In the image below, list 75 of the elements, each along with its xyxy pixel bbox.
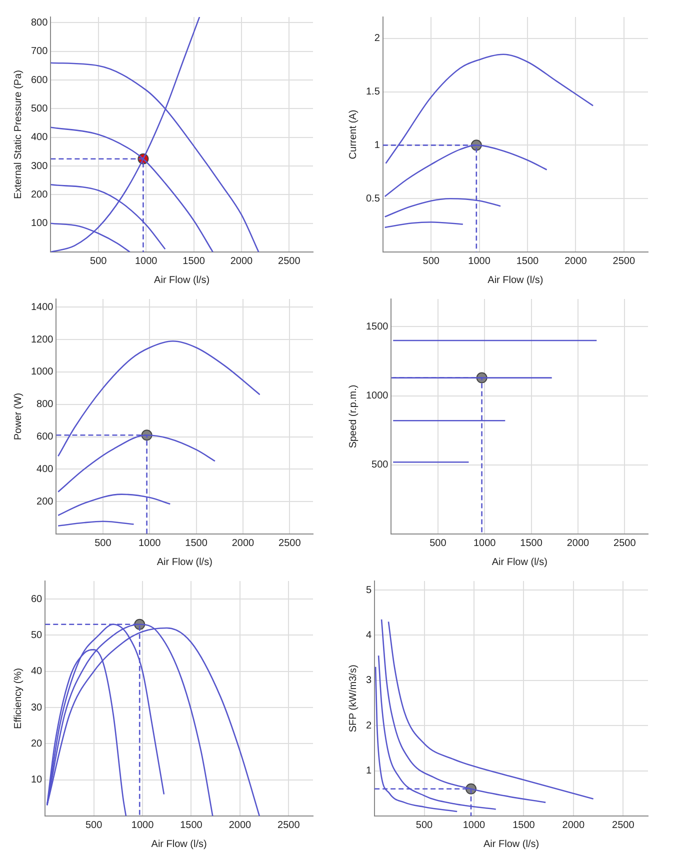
y-tick-label: 800 [30,17,48,28]
y-tick-label: 1200 [30,334,54,346]
x-tick-label: 1500 [185,538,208,549]
x-tick-label: 2000 [228,820,252,831]
y-tick-label: 800 [36,399,54,410]
x-tick-label: 1000 [131,820,154,831]
y-tick-label: 1400 [30,302,54,313]
y-axis-title: Current (A) [348,110,359,160]
x-tick-label: 2500 [278,538,302,549]
x-axis-title: Air Flow (l/s) [156,556,212,568]
y-tick-label: 1000 [366,390,389,402]
x-tick-label: 1500 [182,256,206,267]
y-tick-label: 3 [366,675,372,686]
x-tick-label: 1000 [473,538,496,549]
x-tick-label: 500 [94,538,112,549]
y-tick-label: 4 [366,630,372,641]
y-tick-label: 10 [31,774,43,786]
y-tick-label: 40 [31,666,43,678]
y-tick-label: 2 [374,33,380,44]
y-tick-label: 400 [30,132,48,144]
x-tick-label: 500 [430,538,447,549]
x-tick-label: 1000 [468,256,491,267]
y-tick-label: 400 [36,464,54,475]
x-tick-label: 2000 [566,538,590,549]
y-tick-label: 2 [366,720,372,732]
x-tick-label: 2500 [278,820,300,831]
y-tick-label: 100 [30,218,48,230]
y-axis-title: Power (W) [12,392,24,440]
x-axis-title: Air Flow (l/s) [484,838,540,850]
x-tick-label: 2500 [612,256,636,267]
x-tick-label: 500 [85,820,103,831]
y-tick-label: 1 [374,140,380,151]
x-axis-title: Air Flow (l/s) [154,274,210,286]
x-tick-label: 2000 [232,538,255,549]
x-tick-label: 1000 [134,256,158,267]
y-tick-label: 1500 [366,321,389,332]
x-tick-label: 500 [90,256,108,267]
y-tick-label: 300 [30,160,48,172]
x-tick-label: 2000 [230,256,254,267]
y-tick-label: 0.5 [366,193,380,204]
x-tick-label: 1500 [180,820,203,831]
y-tick-label: 5 [366,584,372,596]
x-tick-label: 2500 [612,820,635,831]
y-axis-title: Speed (r.p.m.) [348,384,359,448]
x-axis-title: Air Flow (l/s) [488,274,544,286]
y-tick-label: 50 [31,630,43,641]
y-tick-label: 20 [31,738,43,750]
x-tick-label: 1500 [516,256,540,267]
y-tick-label: 200 [36,496,54,508]
y-axis-title: Efficiency (%) [12,668,24,729]
x-axis-title: Air Flow (l/s) [151,838,207,850]
x-tick-label: 1500 [520,538,543,549]
y-tick-label: 600 [30,74,48,86]
x-tick-label: 500 [416,820,434,831]
y-axis-title: External Static Pressure (Pa) [12,70,24,199]
x-axis-title: Air Flow (l/s) [492,556,548,568]
y-tick-label: 1 [366,766,372,777]
y-tick-label: 30 [31,702,43,714]
y-tick-label: 500 [372,460,389,471]
x-tick-label: 2000 [564,256,588,267]
x-tick-label: 2500 [614,538,636,549]
y-tick-label: 1000 [30,366,54,378]
y-axis-title: SFP (kW/m3/s) [348,664,359,732]
x-tick-label: 1500 [512,820,536,831]
x-tick-label: 1000 [462,820,486,831]
x-tick-label: 1000 [138,538,162,549]
x-tick-label: 500 [422,256,440,267]
y-tick-label: 60 [31,594,43,605]
y-tick-label: 700 [30,46,48,58]
x-tick-label: 2500 [278,256,301,267]
y-tick-label: 1.5 [366,86,380,98]
y-tick-label: 500 [30,103,48,114]
y-tick-label: 600 [36,432,54,443]
x-tick-label: 2000 [562,820,585,831]
y-tick-label: 200 [30,189,48,200]
